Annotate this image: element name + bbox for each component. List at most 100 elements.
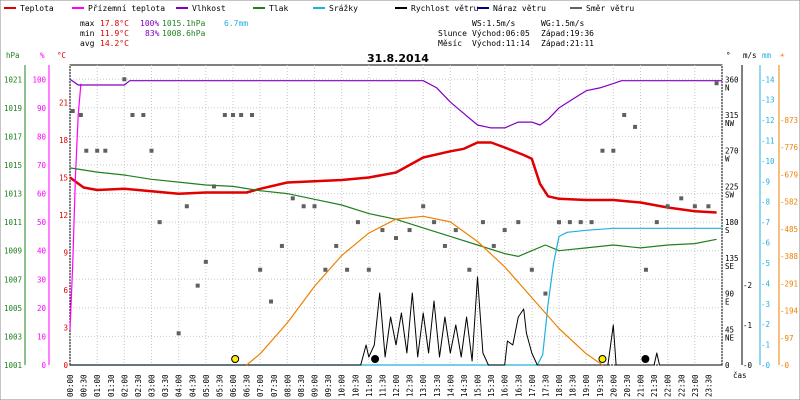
tick-label-deg: 135 [725,254,739,263]
wind-direction-point [480,220,485,225]
stat-min-press: 1008.6hPa [162,29,206,38]
markers-layer [231,355,650,363]
tick-label-degc: 15 [59,174,68,183]
unit-rad: ☀ [780,51,785,60]
wind-direction-point [567,220,572,225]
wind-direction-point [643,267,648,272]
time-tick-label: 17:00 [528,374,537,397]
tick-label-pct: 80 [37,132,47,141]
time-tick-label: 11:00 [365,374,374,397]
stat-max-temp: 17.8°C [100,19,129,28]
wind-direction-point [578,220,583,225]
wind-direction-point [130,113,135,117]
tick-label-dir: E [725,298,730,307]
wind-direction-point [516,220,521,225]
series-radiace [246,215,603,366]
tick-label-hpa: 1015 [4,161,22,170]
time-tick-label: 08:00 [283,374,292,397]
tick-label-degc: 9 [63,249,68,258]
unit-degc: °C [57,51,66,60]
wind-direction-point [195,283,200,288]
tick-label-rad: -873 [780,116,798,125]
wind-direction-point [654,220,659,225]
tick-label-dir: N [725,83,730,92]
wind-direction-point [529,267,534,272]
wind-direction-point [692,204,697,209]
wind-direction-point [679,196,684,201]
wind-direction-point [279,243,284,248]
time-tick-label: 04:00 [175,374,184,397]
wind-direction-point [557,220,561,225]
axes: 1021101910171015101310111009100710051003… [4,65,799,397]
legend-label: Směr větru [586,4,634,13]
tick-label-pct: 50 [37,218,47,227]
wind-direction-point [543,291,548,296]
tick-label-rad: -679 [780,170,798,179]
wind-direction-point [380,228,385,233]
info-sun-set: Západ:19:36 [541,29,594,38]
chart-title: 31.8.2014 [367,52,429,65]
tick-label-dir: S [725,226,730,235]
time-tick-label: 00:30 [80,374,89,397]
tick-label-pct: 30 [37,275,47,284]
time-tick-label: 18:30 [569,374,578,397]
tick-label-degc: 3 [63,324,68,333]
time-tick-label: 23:30 [704,374,713,397]
tick-label-ms: -1 [743,321,752,330]
time-tick-label: 13:00 [419,374,428,397]
tick-label-hpa: 1003 [4,332,22,341]
time-tick-label: 03:00 [148,374,157,397]
time-tick-label: 02:30 [134,374,143,397]
time-tick-label: 20:00 [609,374,618,397]
tick-label-mm: -5 [761,259,770,268]
time-tick-label: 21:30 [650,374,659,397]
tick-label-dir: SW [725,190,735,199]
tick-label-mm: -4 [761,279,771,288]
wind-direction-point [312,204,317,209]
time-tick-label: 19:00 [582,374,591,397]
tick-label-mm: -9 [761,177,770,186]
tick-label-pct: 10 [37,332,47,341]
wind-direction-point [269,299,274,304]
time-tick-label: 01:30 [107,374,116,397]
tick-label-mm: -0 [761,361,771,370]
wind-direction-point [611,148,616,153]
legend-label: Rychlost větru [411,4,479,13]
tick-label-mm: -7 [761,218,770,227]
tick-label-mm: -2 [761,320,770,329]
series-vlhkost [69,78,722,129]
series-srážky [70,227,722,366]
time-tick-label: 13:30 [433,374,442,397]
tick-label-mm: -6 [761,239,771,248]
time-tick-label: 15:00 [474,374,483,397]
wind-direction-point [600,148,605,153]
legend-label: Náraz větru [493,4,546,13]
unit-deg: ° [726,51,731,60]
time-tick-label: 00:00 [66,374,75,397]
wind-direction-point [622,113,627,117]
tick-label-deg: 225 [725,182,739,191]
tick-label-deg: 90 [725,290,735,299]
tick-label-rad: -582 [780,198,798,207]
tick-label-degc: 0 [63,361,68,370]
stat-avg-label: avg [80,39,95,48]
tick-label-mm: -13 [761,96,775,105]
tick-label-rad: -97 [780,334,794,343]
wind-direction-point [203,259,208,264]
legend-label: Vlhkost [192,4,226,13]
series-layer [69,78,722,366]
tick-label-dir: SE [725,262,735,271]
tick-label-hpa: 1017 [4,132,22,141]
tick-label-dir: NE [725,333,735,342]
tick-label-mm: -3 [761,300,770,309]
time-tick-label: 07:30 [270,374,279,397]
stat-min-temp: 11.9°C [100,29,129,38]
wind-direction-point [467,267,472,272]
time-tick-label: 22:00 [664,374,673,397]
sun-marker [231,355,240,363]
moon-marker [371,355,380,363]
tick-label-ms: -2 [743,281,752,290]
wind-direction-point [589,220,594,225]
wind-direction-point [231,113,235,117]
time-tick-label: 14:30 [460,374,469,397]
